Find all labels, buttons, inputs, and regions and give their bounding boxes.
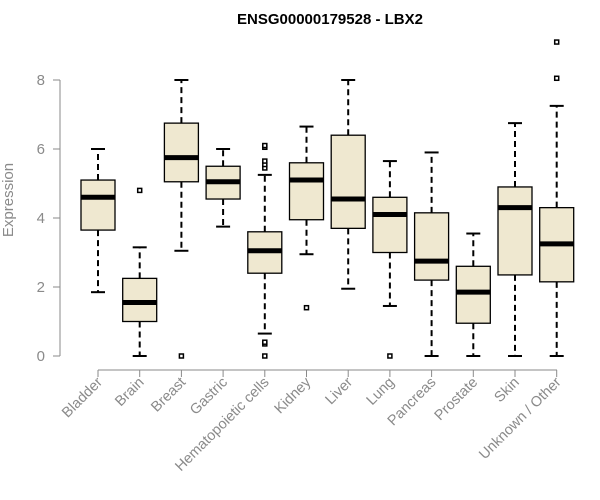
box-iqr (455, 265, 491, 324)
outlier-point (553, 39, 560, 45)
x-tick-label: Liver (322, 374, 356, 408)
box-group (330, 79, 366, 290)
y-tick-label: 2 (37, 279, 45, 296)
outlier-point (553, 75, 560, 82)
x-tick-label: Skin (492, 375, 523, 406)
outlier-point (262, 158, 268, 164)
box-iqr (497, 186, 533, 276)
y-tick-label: 8 (37, 72, 45, 89)
x-tick-label: Breast (148, 375, 189, 416)
box-iqr (122, 277, 158, 323)
outlier-point (262, 142, 268, 149)
outlier-point (262, 353, 268, 359)
box-group (413, 151, 450, 357)
boxes (80, 39, 575, 359)
box-iqr (413, 212, 450, 281)
box-group (247, 142, 283, 359)
box-group (539, 39, 575, 357)
y-ticks: 0 2 4 6 8 (37, 72, 60, 365)
box-iqr (372, 196, 408, 254)
box-iqr (288, 162, 325, 221)
x-tick-label: Brain (112, 375, 147, 410)
outlier-point (303, 304, 310, 311)
y-tick-label: 4 (37, 210, 45, 227)
box-group (80, 148, 116, 294)
box-group (455, 232, 491, 357)
chart-title: ENSG00000179528 - LBX2 (237, 11, 423, 28)
x-tick-label: Bladder (59, 374, 106, 421)
x-tick-label: Kidney (272, 374, 315, 417)
outlier-point (178, 353, 185, 359)
outlier-point (387, 353, 393, 359)
outlier-point (262, 339, 268, 345)
x-tick-label: Prostate (432, 375, 481, 424)
y-tick-label: 6 (37, 141, 45, 158)
box-group (205, 148, 241, 228)
box-group (372, 160, 408, 359)
box-group (288, 125, 325, 311)
y-tick-label: 0 (37, 348, 45, 365)
y-axis-label: Expression (0, 163, 17, 237)
box-iqr (330, 134, 366, 229)
outlier-point (136, 187, 143, 194)
box-group (122, 187, 158, 357)
box-group (163, 79, 200, 359)
x-tick-label: Lung (364, 375, 398, 409)
box-iqr (80, 179, 116, 231)
box-group (497, 122, 533, 357)
box-iqr (163, 122, 200, 183)
